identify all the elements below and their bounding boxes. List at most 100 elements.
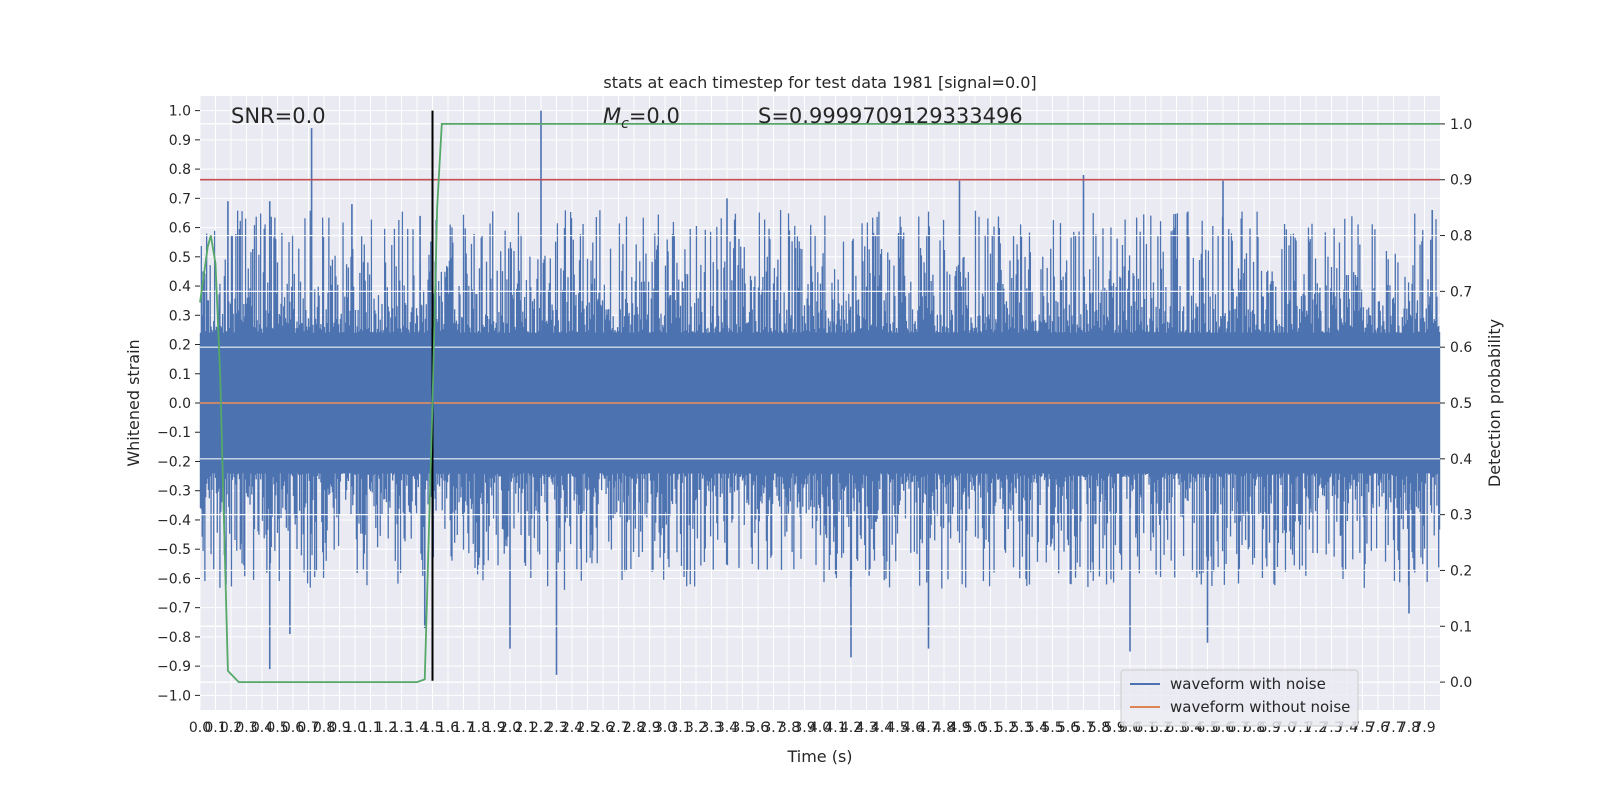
y-tick-label: −1.0 <box>157 688 191 704</box>
x-tick-label: 2.5 <box>576 720 598 736</box>
x-tick-label: 2.6 <box>592 720 614 736</box>
y-tick-label: −0.8 <box>157 630 191 646</box>
y-tick-label: 0.1 <box>169 367 191 383</box>
x-tick-label: 1.9 <box>483 720 505 736</box>
x-tick-label: 1.5 <box>421 720 443 736</box>
y-tick-label: −0.1 <box>157 425 191 441</box>
x-tick-label: 3.5 <box>731 720 753 736</box>
x-tick-label: 0.0 <box>189 720 211 736</box>
y-tick-label: 0.6 <box>169 221 191 237</box>
x-tick-label: 4.7 <box>917 720 939 736</box>
y-tick-label: 0.9 <box>169 133 191 149</box>
x-tick-label: 2.7 <box>607 720 629 736</box>
x-tick-label: 4.1 <box>824 720 846 736</box>
x-tick-label: 3.7 <box>762 720 784 736</box>
y2-tick-label: 1.0 <box>1450 117 1472 133</box>
annotation-mc: Mc=0.0 <box>603 104 680 132</box>
y2-axis-ticks: 1.0 0.9 0.8 0.7 0.6 0.5 0.4 0.3 0.2 0.1 0.0 <box>1440 117 1472 691</box>
x-tick-label: 4.5 <box>886 720 908 736</box>
y-tick-label: 0.3 <box>169 308 191 324</box>
annotation-snr: SNR=0.0 <box>231 104 326 128</box>
y2-tick-label: 0.4 <box>1450 452 1472 468</box>
x-tick-label: 4.0 <box>809 720 831 736</box>
x-tick-label: 2.3 <box>545 720 567 736</box>
x-tick-label: 5.6 <box>1057 720 1079 736</box>
y2-tick-label: 0.0 <box>1450 675 1472 691</box>
x-tick-label: 2.9 <box>638 720 660 736</box>
y2-tick-label: 0.9 <box>1450 173 1472 189</box>
x-tick-label: 1.0 <box>344 720 366 736</box>
x-tick-label: 5.9 <box>1103 720 1125 736</box>
legend-label-noise: waveform with noise <box>1170 675 1326 693</box>
x-tick-label: 1.3 <box>390 720 412 736</box>
y2-tick-label: 0.7 <box>1450 284 1472 300</box>
x-tick-label: 0.1 <box>204 720 226 736</box>
x-tick-label: 2.0 <box>499 720 521 736</box>
x-tick-label: 4.3 <box>855 720 877 736</box>
x-tick-label: 5.7 <box>1072 720 1094 736</box>
y-tick-label: 0.4 <box>169 279 191 295</box>
x-tick-label: 4.2 <box>840 720 862 736</box>
y2-tick-label: 0.3 <box>1450 508 1472 524</box>
x-tick-label: 1.4 <box>406 720 428 736</box>
y2-tick-label: 0.6 <box>1450 340 1472 356</box>
x-tick-label: 0.4 <box>251 720 273 736</box>
y-tick-label: 1.0 <box>169 104 191 120</box>
x-tick-label: 2.2 <box>530 720 552 736</box>
x-tick-label: 1.2 <box>375 720 397 736</box>
y-tick-label: −0.7 <box>157 601 191 617</box>
x-tick-label: 0.8 <box>313 720 335 736</box>
x-tick-label: 2.8 <box>623 720 645 736</box>
x-tick-label: 1.1 <box>359 720 381 736</box>
y-tick-label: 0.7 <box>169 191 191 207</box>
x-tick-label: 4.9 <box>948 720 970 736</box>
chart-title: stats at each timestep for test data 198… <box>603 73 1036 92</box>
x-tick-label: 3.0 <box>654 720 676 736</box>
x-tick-label: 2.4 <box>561 720 583 736</box>
x-tick-label: 5.2 <box>995 720 1017 736</box>
x-tick-label: 0.6 <box>282 720 304 736</box>
x-tick-label: 4.8 <box>933 720 955 736</box>
x-tick-label: 0.3 <box>235 720 257 736</box>
y-tick-label: −0.3 <box>157 484 191 500</box>
y2-tick-label: 0.2 <box>1450 563 1472 579</box>
y-axis-label: Whitened strain <box>124 339 143 466</box>
y2-tick-label: 0.5 <box>1450 396 1472 412</box>
x-axis-label: Time (s) <box>786 747 852 766</box>
annotation-mc-subscript: c <box>621 116 629 132</box>
y-tick-label: 0.0 <box>169 396 191 412</box>
x-tick-label: 5.0 <box>964 720 986 736</box>
x-tick-label: 7.8 <box>1398 720 1420 736</box>
legend-label-clean: waveform without noise <box>1170 698 1350 716</box>
x-tick-label: 3.8 <box>778 720 800 736</box>
x-tick-label: 3.3 <box>700 720 722 736</box>
x-tick-label: 3.9 <box>793 720 815 736</box>
chart-lines <box>199 110 1440 683</box>
x-tick-label: 0.7 <box>297 720 319 736</box>
annotation-mc-symbol: M <box>603 104 621 128</box>
legend: waveform with noise waveform without noi… <box>1120 669 1359 727</box>
x-tick-label: 4.6 <box>902 720 924 736</box>
y-tick-label: 0.2 <box>169 338 191 354</box>
x-tick-label: 7.9 <box>1413 720 1435 736</box>
y-tick-label: 0.8 <box>169 162 191 178</box>
x-tick-label: 1.6 <box>437 720 459 736</box>
x-tick-label: 3.2 <box>685 720 707 736</box>
y2-tick-label: 0.1 <box>1450 619 1472 635</box>
x-tick-label: 5.8 <box>1088 720 1110 736</box>
x-tick-label: 0.5 <box>266 720 288 736</box>
y-tick-label: −0.4 <box>157 513 191 529</box>
x-tick-label: 0.2 <box>220 720 242 736</box>
y-tick-label: −0.5 <box>157 542 191 558</box>
legend-box <box>1120 669 1359 727</box>
x-tick-label: 5.5 <box>1041 720 1063 736</box>
series-detection-probability <box>199 123 1440 683</box>
y-tick-label: −0.9 <box>157 659 191 675</box>
y-tick-label: 0.5 <box>169 250 191 266</box>
y-tick-label: −0.2 <box>157 454 191 470</box>
annotation-mc-value: =0.0 <box>629 104 680 128</box>
x-tick-label: 1.8 <box>468 720 490 736</box>
x-tick-label: 5.4 <box>1026 720 1048 736</box>
y2-tick-label: 0.8 <box>1450 229 1472 245</box>
